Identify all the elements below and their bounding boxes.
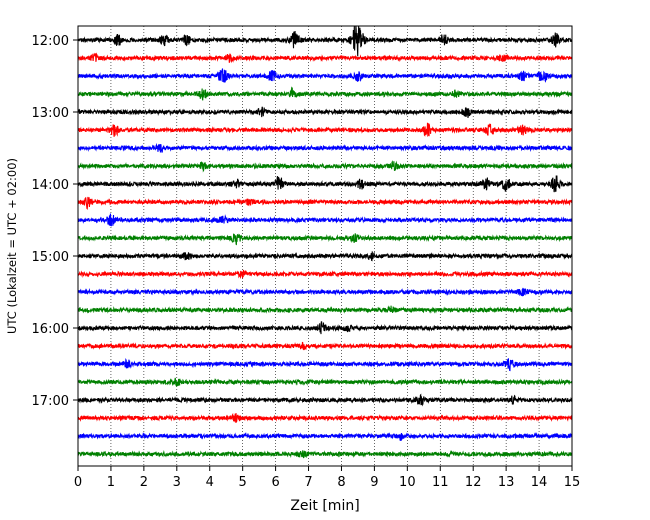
y-axis-label: UTC (Lokalzeit = UTC + 02:00)	[5, 158, 19, 334]
x-tick-label: 0	[74, 475, 82, 490]
trace-1700	[77, 393, 573, 407]
x-tick-label: 11	[432, 475, 449, 490]
trace-1400	[77, 175, 573, 193]
trace-1745	[77, 450, 573, 459]
y-tick-label: 14:00	[32, 178, 69, 193]
trace-1530	[77, 287, 573, 297]
trace-1215	[77, 52, 573, 64]
trace-1300	[77, 106, 573, 118]
y-tick-label: 15:00	[32, 250, 69, 265]
x-tick-label: 2	[140, 475, 148, 490]
trace-1545	[77, 305, 573, 314]
x-tick-label: 10	[399, 475, 416, 490]
trace-1630	[77, 358, 573, 372]
trace-1200	[77, 25, 573, 57]
y-tick-label: 16:00	[32, 322, 69, 337]
x-tick-label: 5	[239, 475, 247, 490]
trace-1230	[77, 68, 573, 83]
trace-1315	[77, 122, 573, 138]
trace-1445	[77, 233, 573, 246]
trace-1345	[77, 160, 573, 173]
trace-1645	[77, 377, 573, 387]
x-tick-label: 3	[173, 475, 181, 490]
x-tick-label: 6	[271, 475, 279, 490]
trace-1500	[77, 251, 573, 262]
y-tick-label: 17:00	[32, 394, 69, 409]
trace-1415	[77, 196, 573, 210]
x-tick-label: 15	[564, 475, 581, 490]
y-axis-ticks: 12:00 13:00 14:00 15:00 16:00 17:00	[32, 34, 78, 409]
plot-frame	[77, 25, 573, 467]
trace-1600	[77, 321, 573, 335]
x-tick-label: 7	[304, 475, 312, 490]
x-tick-label: 9	[370, 475, 378, 490]
y-tick-label: 12:00	[32, 34, 69, 49]
y-tick-label: 13:00	[32, 106, 69, 121]
trace-1430	[77, 213, 573, 227]
x-tick-label: 14	[531, 475, 548, 490]
x-tick-label: 1	[107, 475, 115, 490]
x-tick-label: 13	[498, 475, 515, 490]
x-axis-label: Zeit [min]	[290, 498, 359, 514]
x-tick-label: 12	[465, 475, 482, 490]
trace-1515	[77, 269, 573, 279]
x-axis-ticks: 0 1 2 3 4 5 6 7 8 9 10 11 12 13 14 15	[74, 466, 580, 490]
trace-1330	[77, 142, 573, 153]
trace-group	[77, 25, 573, 459]
trace-1730	[77, 432, 573, 441]
x-tick-label: 4	[206, 475, 214, 490]
trace-1615	[77, 341, 573, 351]
trace-1715	[77, 412, 573, 423]
x-tick-label: 8	[337, 475, 345, 490]
trace-1245	[77, 86, 573, 101]
